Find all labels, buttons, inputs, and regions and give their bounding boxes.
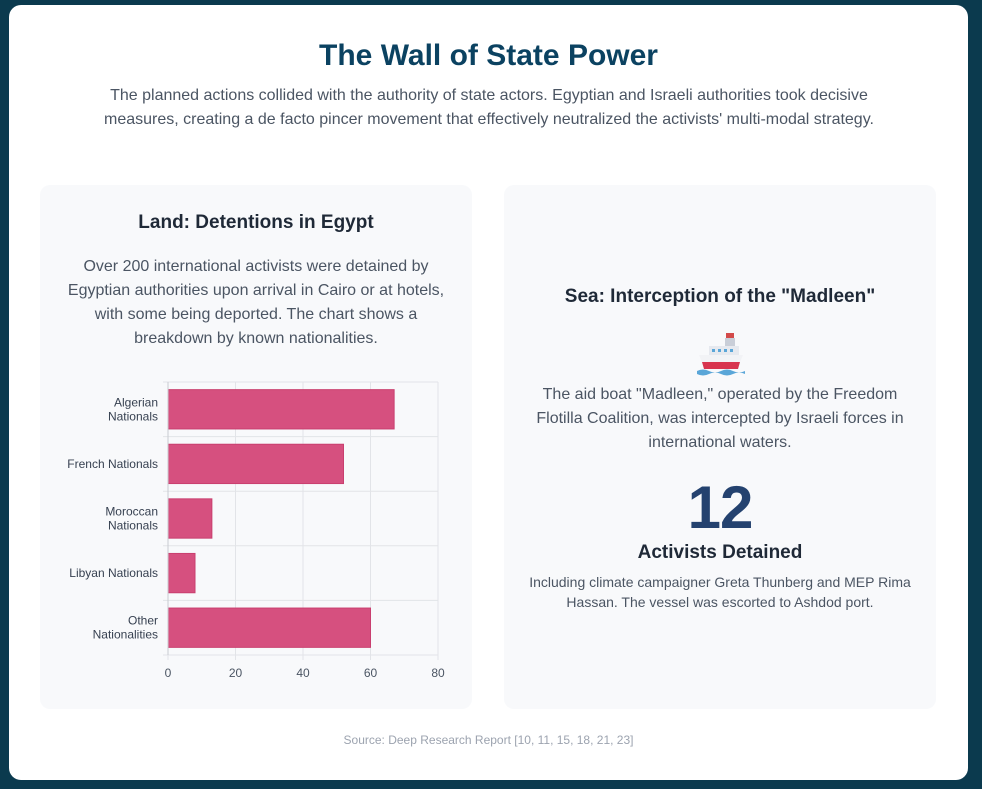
x-tick-label: 60 [364,666,378,680]
detained-count: 12 [687,474,754,541]
category-label: Nationals [108,519,158,533]
bar [167,498,213,539]
ship-icon [697,333,745,376]
category-label: Moroccan [105,505,158,519]
x-tick-label: 20 [229,666,243,680]
land-title: Land: Detentions in Egypt [138,212,374,233]
bar [167,552,196,594]
category-label: Nationalities [93,628,158,642]
category-label: Other [128,614,158,628]
x-tick-label: 80 [431,666,445,680]
land-panel: Land: Detentions in Egypt Over 200 inter… [40,185,472,709]
x-tick-label: 0 [165,666,172,680]
category-label: Nationals [108,409,158,423]
detained-label: Activists Detained [637,542,803,563]
category-label: Algerian [114,395,158,409]
category-label: Libyan Nationals [69,566,158,580]
detained-description: Including climate campaigner Greta Thunb… [529,574,911,610]
sea-description: The aid boat "Madleen," operated by the … [536,386,904,451]
x-tick-label: 40 [296,666,310,680]
category-label: French Nationals [67,457,158,471]
sea-panel: Sea: Interception of the "Madleen" The a… [504,185,936,709]
main-card: The Wall of State Power The planned acti… [9,5,968,780]
page-title: The Wall of State Power [319,39,658,72]
bar [167,607,371,648]
page-subtitle: The planned actions collided with the au… [104,87,874,128]
sea-title: Sea: Interception of the "Madleen" [564,286,876,307]
bar [167,443,344,485]
source-note: Source: Deep Research Report [10, 11, 15… [343,733,634,747]
bar [167,389,395,430]
land-description: Over 200 international activists were de… [67,258,445,347]
